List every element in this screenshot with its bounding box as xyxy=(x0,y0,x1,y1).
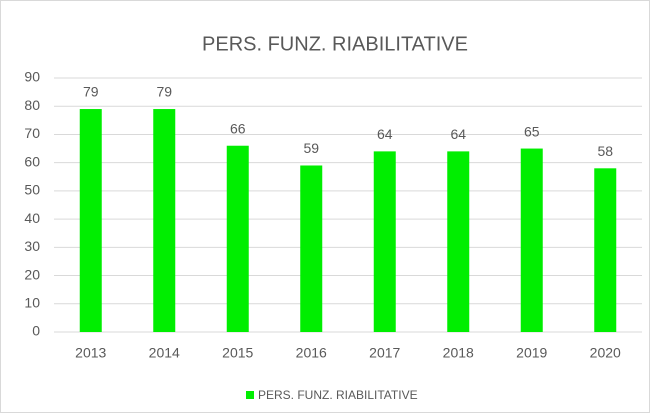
bar xyxy=(153,109,176,333)
chart-title: PERS. FUNZ. RIABILITATIVE xyxy=(202,33,468,55)
x-tick-label: 2020 xyxy=(590,345,621,361)
y-tick-label: 90 xyxy=(24,69,40,85)
bar xyxy=(300,165,323,332)
y-tick-label: 50 xyxy=(24,182,40,198)
x-tick-label: 2017 xyxy=(369,345,400,361)
data-label: 64 xyxy=(377,126,393,142)
y-tick-label: 0 xyxy=(32,323,40,339)
bar xyxy=(79,109,102,333)
y-tick-label: 60 xyxy=(24,153,40,169)
data-label: 79 xyxy=(83,84,99,100)
legend-label: PERS. FUNZ. RIABILITATIVE xyxy=(258,388,418,402)
x-tick-label: 2016 xyxy=(296,345,327,361)
x-tick-label: 2013 xyxy=(75,345,106,361)
y-tick-label: 20 xyxy=(24,266,40,282)
data-label: 79 xyxy=(156,84,172,100)
x-tick-label: 2018 xyxy=(443,345,474,361)
y-tick-label: 30 xyxy=(24,238,40,254)
bar xyxy=(373,151,396,332)
legend-swatch xyxy=(246,391,254,399)
y-tick-label: 40 xyxy=(24,210,40,226)
bar xyxy=(447,151,470,332)
y-tick-label: 70 xyxy=(24,125,40,141)
data-label: 59 xyxy=(303,140,319,156)
y-tick-label: 80 xyxy=(24,97,40,113)
x-tick-label: 2014 xyxy=(149,345,180,361)
data-label: 64 xyxy=(450,126,466,142)
bar xyxy=(226,145,249,332)
data-label: 65 xyxy=(524,123,540,139)
x-tick-label: 2015 xyxy=(222,345,253,361)
x-tick-label: 2019 xyxy=(516,345,547,361)
y-tick-label: 10 xyxy=(24,294,40,310)
bar xyxy=(520,148,543,332)
data-label: 58 xyxy=(597,143,613,159)
bar xyxy=(594,168,617,332)
data-label: 66 xyxy=(230,120,246,136)
